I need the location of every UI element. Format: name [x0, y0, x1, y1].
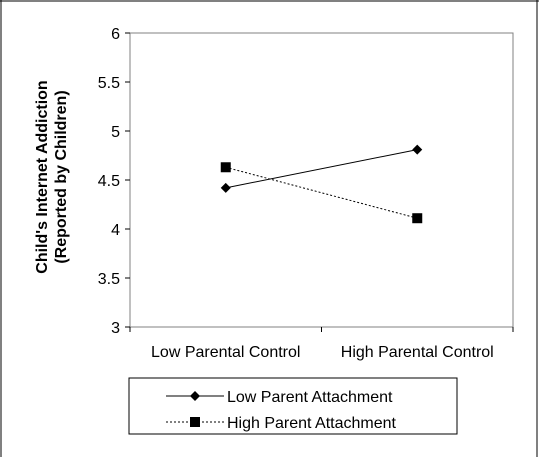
data-point-high-parent-attachment	[412, 213, 423, 224]
series-line-high-parent-attachment	[225, 166, 418, 219]
data-point-low-parent-attachment	[412, 144, 423, 155]
y-tick-label: 4	[111, 222, 120, 239]
series-line-low-parent-attachment	[225, 149, 418, 189]
data-point-low-parent-attachment	[220, 182, 231, 193]
x-tick-label: Low Parental Control	[151, 344, 300, 361]
legend-label-low-parent-attachment: Low Parent Attachment	[227, 389, 393, 406]
y-axis-label-line2: (Reported by Children)	[53, 90, 70, 263]
legend-box	[128, 377, 458, 435]
legend-marker-high-parent-attachment	[190, 417, 200, 427]
plot-area	[129, 32, 514, 328]
y-tick-label: 3.5	[98, 271, 120, 288]
y-tick-label: 4.5	[98, 173, 120, 190]
legend-marker-low-parent-attachment	[190, 391, 200, 401]
y-tick-label: 6	[111, 26, 120, 43]
y-tick-label: 3	[111, 320, 120, 337]
data-point-high-parent-attachment	[220, 162, 231, 173]
y-axis-label-line1: Child's Internet Addiction	[34, 80, 51, 273]
y-tick-label: 5.5	[98, 75, 120, 92]
legend-label-high-parent-attachment: High Parent Attachment	[227, 415, 397, 432]
y-tick-label: 5	[111, 124, 120, 141]
x-tick-label: High Parental Control	[341, 344, 494, 361]
